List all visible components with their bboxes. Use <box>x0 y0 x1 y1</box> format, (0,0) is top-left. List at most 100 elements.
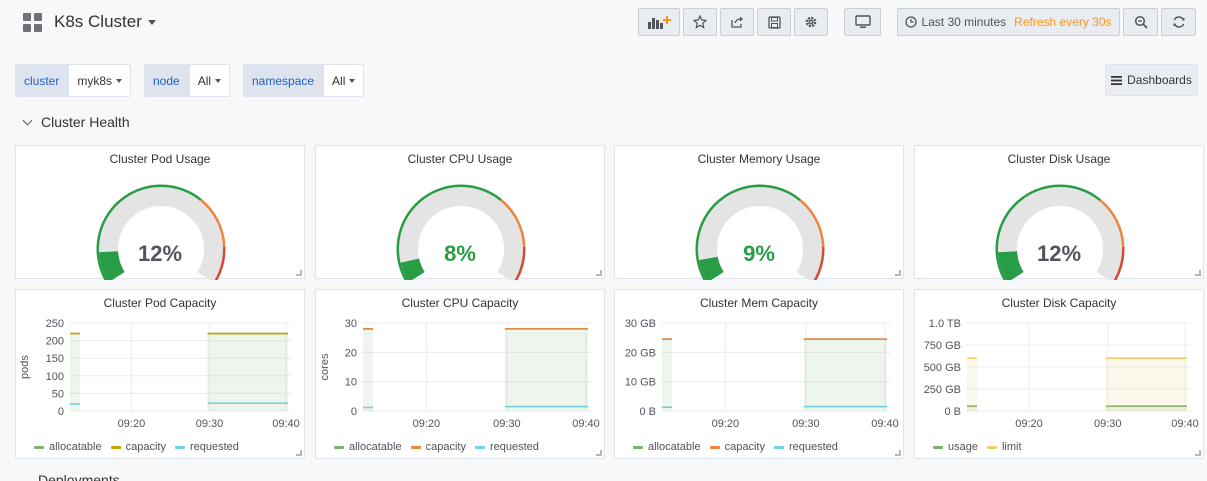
graph-chart: 1.0 TB 750 GB 500 GB 250 GB 0 B 09:20 09:30 09:… <box>924 318 1199 430</box>
legend-item-requested[interactable]: requested <box>773 441 838 453</box>
dashboard-title[interactable]: K8s Cluster <box>54 12 156 32</box>
gauge-track <box>99 187 223 280</box>
resize-handle[interactable] <box>895 270 901 276</box>
series-area <box>207 333 288 411</box>
legend-label: capacity <box>724 441 765 453</box>
y-tick-label: 750 GB <box>924 340 961 352</box>
panel-title: Cluster CPU Usage <box>407 152 513 166</box>
gauge-value: 12% <box>137 241 183 266</box>
resize-handle[interactable] <box>296 450 302 456</box>
dashboards-button[interactable]: Dashboards <box>1105 64 1198 96</box>
row-cluster-health[interactable]: Cluster Health <box>21 114 130 130</box>
gauge-threshold-red <box>1113 246 1125 280</box>
star-button[interactable] <box>683 8 717 36</box>
zoom-out-button[interactable] <box>1123 8 1158 36</box>
legend-swatch <box>933 445 943 449</box>
save-button[interactable] <box>757 8 791 36</box>
gauge-fill <box>998 250 1024 280</box>
resize-handle[interactable] <box>1195 270 1201 276</box>
resize-handle[interactable] <box>596 270 602 276</box>
gauge-chart <box>695 184 825 280</box>
tv-mode-button[interactable] <box>844 8 881 36</box>
x-tick-label: 09:20 <box>118 418 146 430</box>
y-tick-label: 100 <box>46 371 64 383</box>
panel-graph[interactable]: Cluster Pod Capacity 250 200 150 100 50 0 09:2… <box>15 289 305 459</box>
legend-item-requested[interactable]: requested <box>474 441 539 453</box>
legend-item-capacity[interactable]: capacity <box>410 441 466 453</box>
legend-item-allocatable[interactable]: allocatable <box>34 441 102 453</box>
legend-item-requested[interactable]: requested <box>174 441 239 453</box>
gauge-track <box>399 187 523 280</box>
y-tick-label: 500 GB <box>924 362 961 374</box>
y-tick-label: 250 <box>46 318 64 330</box>
legend-label: requested <box>489 441 539 453</box>
x-tick-label: 09:30 <box>1094 418 1122 430</box>
panel-title: Cluster CPU Capacity <box>401 296 519 310</box>
y-tick-label: 0 B <box>944 406 961 418</box>
add-panel-button[interactable] <box>638 8 680 36</box>
panel-gauge[interactable]: Cluster Disk Usage 12% <box>914 145 1204 280</box>
variable-node: node All <box>144 64 231 97</box>
legend-label: requested <box>189 441 239 453</box>
gear-icon <box>805 16 817 28</box>
graph-chart: 250 200 150 100 50 0 09:20 09:30 09:40 pods <box>19 318 300 430</box>
legend-item-limit[interactable]: limit <box>986 441 1022 453</box>
row-deployments[interactable]: Deployments <box>38 472 120 481</box>
y-tick-label: 30 <box>345 318 357 330</box>
variable-namespace-select[interactable]: All <box>323 64 365 97</box>
gauge-threshold-green <box>695 184 801 280</box>
panel-title: Cluster Memory Usage <box>697 152 821 166</box>
gauge-fill <box>99 250 125 280</box>
y-tick-label: 200 <box>46 336 64 348</box>
settings-button[interactable] <box>794 8 828 36</box>
row-title: Cluster Health <box>41 114 130 130</box>
resize-handle[interactable] <box>1195 450 1201 456</box>
gauge-threshold-green <box>96 184 202 280</box>
panel-graph[interactable]: Cluster Disk Capacity 1.0 TB 750 GB 500 GB… <box>914 289 1204 459</box>
resize-handle[interactable] <box>895 450 901 456</box>
variable-node-select[interactable]: All <box>188 64 231 97</box>
x-tick-label: 09:40 <box>871 418 899 430</box>
resize-handle[interactable] <box>596 450 602 456</box>
panel-title: Cluster Disk Capacity <box>1001 296 1117 310</box>
resize-handle[interactable] <box>296 270 302 276</box>
legend-item-usage[interactable]: usage <box>933 441 978 453</box>
legend-swatch <box>474 445 485 449</box>
legend-item-capacity[interactable]: capacity <box>110 441 166 453</box>
legend-label: capacity <box>125 441 166 453</box>
y-tick-label: 10 GB <box>625 377 656 389</box>
panel-gauge[interactable]: Cluster Memory Usage 9% <box>614 145 904 280</box>
panel-title: Cluster Disk Usage <box>1007 152 1111 166</box>
panel-gauge[interactable]: Cluster Pod Usage 12% <box>15 145 305 280</box>
refresh-interval-label: Refresh every 30s <box>1014 15 1112 29</box>
panel-graph[interactable]: Cluster CPU Capacity 30 20 10 0 09:20 09:30 09… <box>315 289 605 459</box>
gauge-threshold-orange <box>199 198 226 248</box>
time-range-label: Last 30 minutes <box>921 15 1007 29</box>
share-icon <box>731 16 743 28</box>
x-tick-label: 09:20 <box>1015 418 1043 430</box>
time-range-picker[interactable]: Last 30 minutes Refresh every 30s <box>897 8 1120 36</box>
panel-gauge[interactable]: Cluster CPU Usage 8% <box>315 145 605 280</box>
legend-label: allocatable <box>349 441 402 453</box>
refresh-button[interactable] <box>1161 8 1196 36</box>
legend-item-allocatable[interactable]: allocatable <box>334 441 402 453</box>
gauge-chart <box>396 184 526 280</box>
top-navbar: K8s Cluster Last 30 minutes Refresh ever… <box>0 0 1207 44</box>
variable-label: namespace <box>243 64 324 97</box>
dashboard-grid-icon[interactable] <box>23 13 42 32</box>
save-icon <box>767 15 781 29</box>
panel-graph[interactable]: Cluster Mem Capacity 30 GB 20 GB 10 GB 0 B 0… <box>614 289 904 459</box>
y-tick-label: 1.0 TB <box>929 318 961 330</box>
y-tick-label: 50 <box>52 388 64 400</box>
y-tick-label: 20 GB <box>625 347 656 359</box>
legend-item-allocatable[interactable]: allocatable <box>633 441 701 453</box>
series-area <box>803 339 887 411</box>
gauge-fill <box>699 256 724 280</box>
gauge-threshold-green <box>396 184 502 280</box>
share-button[interactable] <box>720 8 754 36</box>
variable-cluster-select[interactable]: myk8s <box>68 64 132 97</box>
gauge-track <box>998 187 1122 280</box>
x-tick-label: 09:30 <box>792 418 820 430</box>
monitor-icon <box>854 15 871 28</box>
legend-item-capacity[interactable]: capacity <box>709 441 765 453</box>
